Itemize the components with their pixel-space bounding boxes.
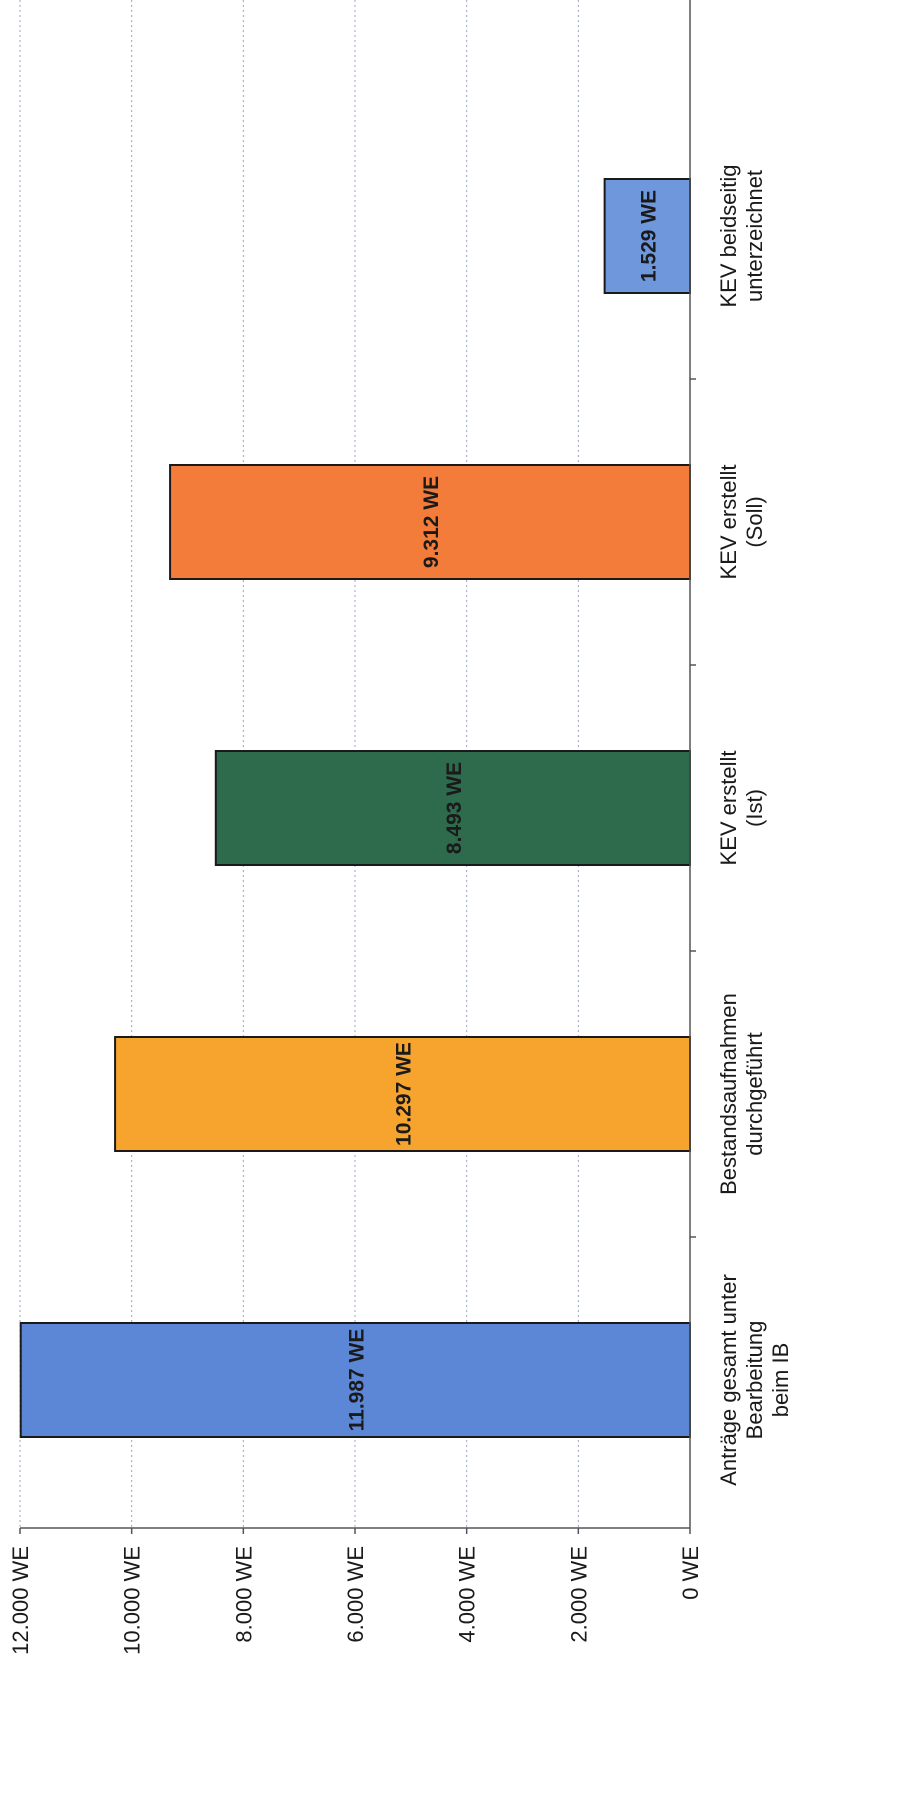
category-label: KEV beidseitigunterzeichnet (716, 164, 767, 307)
bars (19, 178, 692, 1438)
category-label: Bestandsaufnahmendurchgeführt (716, 993, 767, 1195)
bar-data-label: 9.312 WE (420, 476, 443, 568)
bar-data-label: 10.297 WE (393, 1042, 416, 1146)
y-tick-label: 12.000 WE (8, 1546, 33, 1655)
bar (169, 464, 691, 580)
bar (603, 178, 692, 294)
bar (214, 750, 691, 866)
bar-data-label: 11.987 WE (345, 1329, 368, 1432)
y-tick-label: 6.000 WE (343, 1546, 368, 1643)
y-tick-label: 2.000 WE (566, 1546, 591, 1643)
y-tick-label: 4.000 WE (455, 1546, 480, 1643)
bar-data-label: 1.529 WE (637, 190, 660, 282)
labels: 0 WE 2.000 WE 4.000 WE 6.000 WE 8.000 WE 10.0… (8, 164, 793, 1654)
y-tick-label: 0 WE (678, 1546, 703, 1600)
bar-data-label: 8.493 WE (443, 762, 466, 854)
category-label: KEV erstellt(Ist) (716, 751, 767, 866)
axes (19, 0, 696, 1534)
category-label: Anträge gesamt unterBearbeitungbeim IB (716, 1274, 793, 1486)
bar (114, 1036, 691, 1152)
bar (19, 1322, 692, 1438)
y-tick-label: 8.000 WE (231, 1546, 256, 1643)
y-tick-label: 10.000 WE (120, 1546, 145, 1655)
category-label: KEV erstellt(Soll) (716, 465, 767, 580)
